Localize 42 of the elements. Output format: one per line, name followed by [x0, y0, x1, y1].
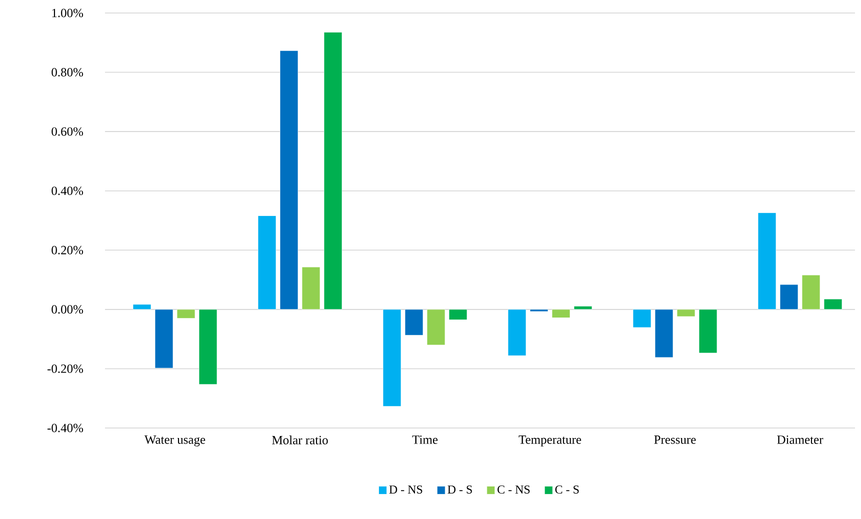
bar [404, 309, 424, 336]
legend-label: D - NS [389, 486, 422, 494]
x-tick-label: Molar ratio [272, 436, 328, 444]
bar [258, 216, 276, 310]
y-tick-label: 1.00% [52, 8, 84, 18]
bar [676, 309, 696, 317]
bar [448, 309, 468, 320]
x-tick-label: Pressure [654, 436, 696, 444]
y-tick-label: -0.20% [47, 364, 84, 373]
bar [280, 50, 298, 310]
bar [198, 309, 218, 385]
x-tick-label: Diameter [777, 436, 824, 444]
bar [530, 309, 548, 312]
bar [824, 298, 842, 310]
bar [302, 266, 320, 310]
bar [426, 309, 446, 346]
bar [382, 309, 402, 407]
y-tick-label: -0.40% [47, 424, 84, 432]
bar [654, 309, 674, 358]
bar [176, 309, 196, 319]
x-tick-label: Temperature [518, 436, 582, 446]
bar [632, 309, 652, 328]
bar [154, 309, 174, 368]
y-tick-label: 0.00% [52, 305, 84, 314]
bar [802, 274, 820, 310]
bar [758, 212, 776, 310]
bar [324, 32, 342, 310]
y-tick-label: 0.20% [52, 246, 84, 254]
bar [698, 309, 718, 354]
x-tick-label: Water usage [144, 436, 206, 446]
y-tick-label: 0.80% [52, 68, 84, 77]
legend-label: D - S [448, 486, 472, 494]
bar [574, 306, 592, 310]
legend-label: C - NS [498, 486, 530, 494]
bar [132, 304, 152, 310]
y-tick-label: 0.40% [52, 186, 84, 196]
bar [552, 309, 570, 318]
x-tick-label: Time [412, 436, 438, 444]
bar [780, 284, 798, 310]
legend-label: C - S [555, 486, 579, 494]
y-tick-label: 0.60% [52, 127, 84, 136]
bar [508, 309, 526, 356]
